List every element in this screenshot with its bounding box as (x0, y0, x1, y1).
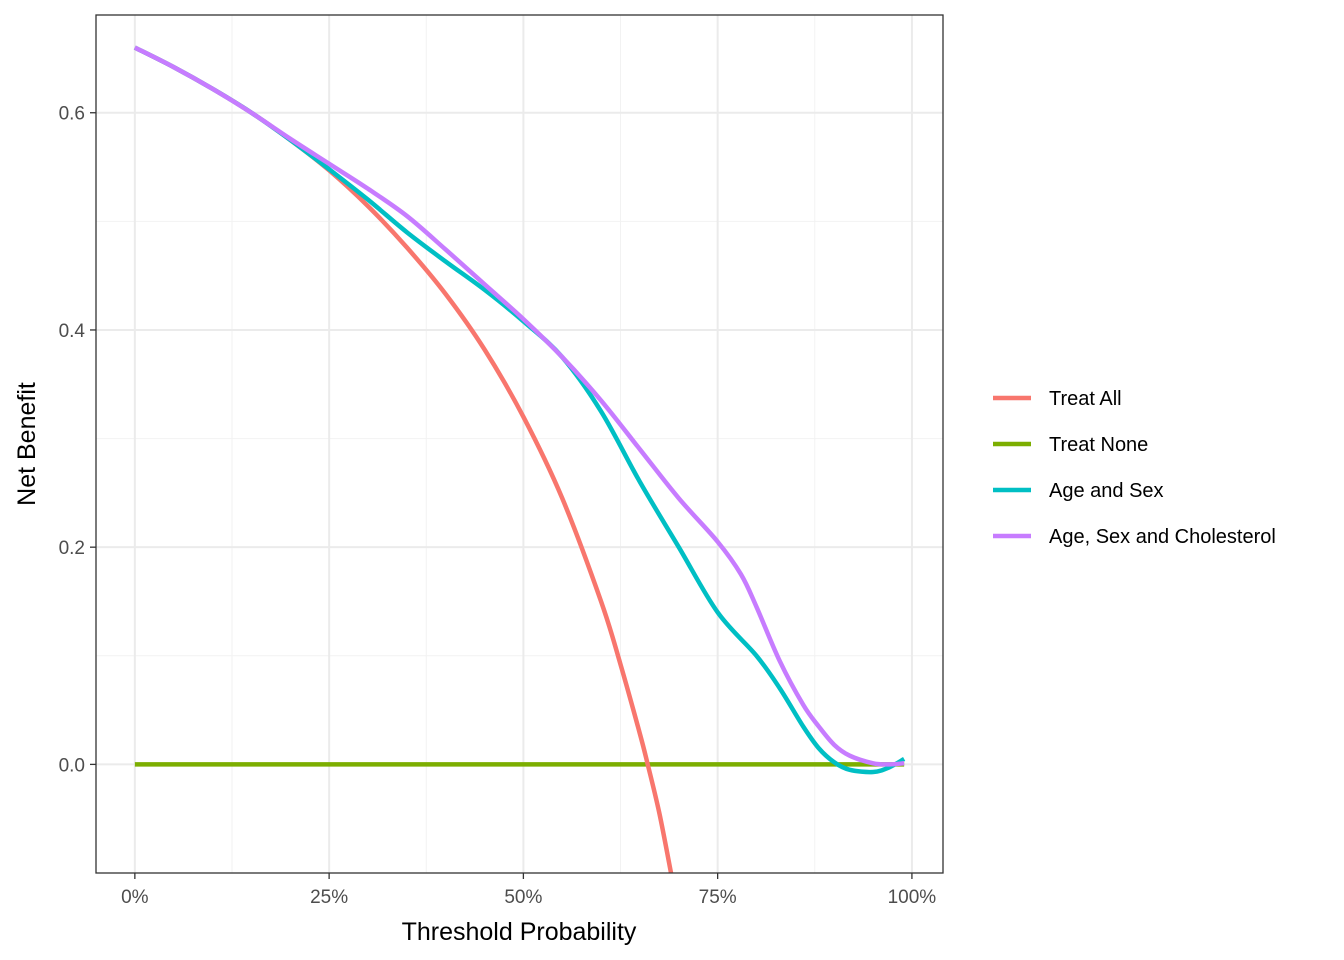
legend-label-treat-all: Treat All (1049, 388, 1122, 410)
grid (96, 15, 943, 873)
y-tick-label: 0.6 (59, 104, 85, 125)
x-tick-label: 50% (504, 887, 542, 908)
plot-background (96, 15, 943, 873)
plot-border (95, 14, 944, 874)
series-line-age-sex-and-cholesterol (133, 45, 905, 767)
y-axis-title: Net Benefit (13, 382, 41, 506)
x-tick-label: 75% (699, 887, 737, 908)
legend-label-treat-none: Treat None (1049, 434, 1148, 456)
y-tick-label: 0.4 (59, 321, 86, 342)
y-tick-label: 0.2 (59, 538, 85, 559)
legend-label-age-sex-and-cholesterol: Age, Sex and Cholesterol (1049, 526, 1276, 548)
x-tick-label: 100% (888, 887, 937, 908)
legend: Treat All Treat None Age and Sex Age, Sex a… (993, 388, 1276, 548)
x-axis: 0% 25% 50% 75% 100% (121, 873, 936, 908)
x-tick-label: 25% (310, 887, 348, 908)
x-axis-title: Threshold Probability (402, 918, 637, 946)
x-tick-label: 0% (121, 887, 149, 908)
legend-label-age-and-sex: Age and Sex (1049, 480, 1164, 502)
series-lines (133, 45, 906, 873)
y-tick-label: 0.0 (59, 755, 85, 776)
y-axis: 0.0 0.2 0.4 0.6 (59, 104, 96, 776)
